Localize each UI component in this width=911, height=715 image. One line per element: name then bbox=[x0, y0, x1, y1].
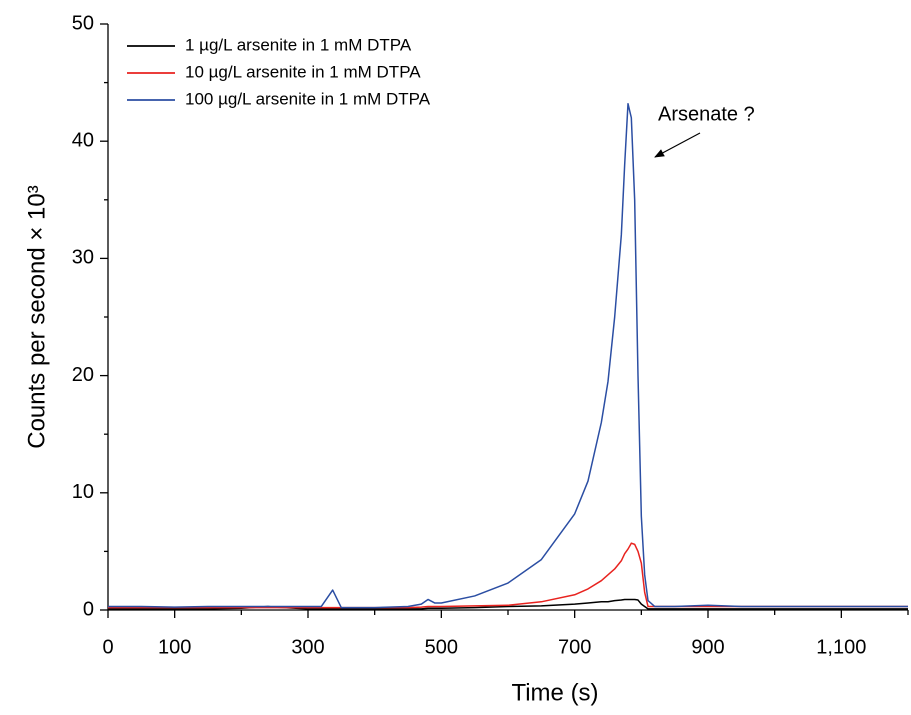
x-axis-label: Time (s) bbox=[511, 679, 598, 706]
legend-label: 100 µg/L arsenite in 1 mM DTPA bbox=[185, 89, 431, 108]
x-tick-label: 500 bbox=[425, 636, 458, 658]
y-tick-label: 10 bbox=[72, 481, 94, 503]
y-tick-label: 40 bbox=[72, 129, 94, 151]
x-tick-label: 0 bbox=[102, 636, 113, 658]
y-tick-label: 30 bbox=[72, 247, 94, 269]
legend-label: 10 µg/L arsenite in 1 mM DTPA bbox=[185, 62, 421, 81]
x-tick-label: 1,100 bbox=[816, 636, 866, 658]
legend-label: 1 µg/L arsenite in 1 mM DTPA bbox=[185, 35, 412, 54]
y-tick-label: 20 bbox=[72, 364, 94, 386]
x-tick-label: 100 bbox=[158, 636, 191, 658]
x-tick-label: 300 bbox=[291, 636, 324, 658]
y-tick-label: 50 bbox=[72, 12, 94, 34]
y-tick-label: 0 bbox=[83, 598, 94, 620]
x-tick-label: 700 bbox=[558, 636, 591, 658]
annotation: Arsenate ? bbox=[658, 103, 755, 125]
series-line bbox=[108, 542, 908, 609]
y-axis-label: Counts per second × 10³ bbox=[23, 185, 50, 449]
annotation-arrow bbox=[654, 132, 701, 158]
series-line bbox=[108, 102, 908, 609]
x-tick-label: 900 bbox=[691, 636, 724, 658]
